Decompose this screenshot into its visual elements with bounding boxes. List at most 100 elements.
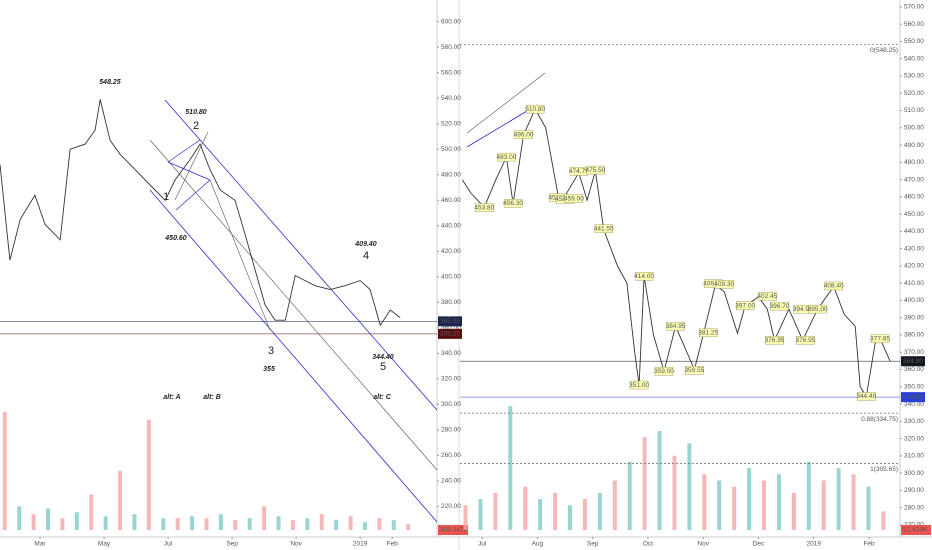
pivot-label: 402.45 xyxy=(757,293,777,300)
y-tick-label: 380.00 xyxy=(904,332,924,339)
y-tick-label: 570.00 xyxy=(904,4,924,11)
y-tick-label: 290.00 xyxy=(904,487,924,494)
volume-bar xyxy=(508,406,513,530)
volume-bar xyxy=(776,474,781,530)
pivot-label: 397.00 xyxy=(735,302,755,309)
y-tick-label: 420.00 xyxy=(441,248,461,255)
volume-bar xyxy=(305,518,310,530)
y-tick-label: 520.00 xyxy=(904,90,924,97)
volume-bar xyxy=(582,499,587,530)
pivot-box xyxy=(594,224,613,233)
volume-label: 52.428K xyxy=(903,527,928,534)
y-tick-label: 500.00 xyxy=(441,146,461,153)
pivot-label: 453.80 xyxy=(474,204,494,211)
volume-bar xyxy=(881,511,886,530)
pivot-label: 351.00 xyxy=(629,382,649,389)
pivot-box xyxy=(475,203,494,212)
annotation: 355 xyxy=(263,366,275,373)
volume-bar xyxy=(627,461,632,530)
pivot-label: 409.75 xyxy=(703,280,723,287)
x-tick-label: Feb xyxy=(863,541,875,548)
wave-label: 3 xyxy=(268,345,274,357)
pivot-box xyxy=(634,272,654,281)
x-tick-label: 2019 xyxy=(807,541,822,548)
y-tick-label: 330.00 xyxy=(904,418,924,425)
y-tick-label: 280.00 xyxy=(441,427,461,434)
y-tick-label: 480.00 xyxy=(904,159,924,166)
channel-line xyxy=(175,179,211,211)
wave-label: 1 xyxy=(163,191,169,203)
volume-bar xyxy=(523,486,528,530)
y-tick-label: 440.00 xyxy=(904,228,924,235)
y-tick-label: 560.00 xyxy=(441,69,461,76)
volume-bar xyxy=(118,470,123,530)
y-tick-label: 420.00 xyxy=(904,263,924,270)
volume-bar xyxy=(60,518,65,530)
pivot-box xyxy=(629,380,649,390)
x-tick-label: Mar xyxy=(34,541,46,548)
volume-bar xyxy=(747,468,752,530)
pivot-label: 395.00 xyxy=(808,306,828,313)
volume-label-box xyxy=(901,525,931,535)
volume-label-box xyxy=(438,525,468,535)
annotation: alt: A xyxy=(163,394,180,401)
y-tick-label: 480.00 xyxy=(441,171,461,178)
volume-bar xyxy=(762,480,767,530)
pivot-box xyxy=(666,322,685,331)
price-label-box xyxy=(438,316,462,327)
volume-bar xyxy=(334,520,339,530)
volume-bar xyxy=(276,516,281,530)
x-tick-label: 2019 xyxy=(353,541,368,548)
price-label-box xyxy=(901,392,925,403)
volume-bar xyxy=(851,474,856,530)
annotation: 409.40 xyxy=(354,241,377,248)
y-tick-label: 530.00 xyxy=(904,73,924,80)
pivot-label: 456.30 xyxy=(503,200,523,207)
pivot-box xyxy=(758,292,777,301)
y-tick-label: 580.00 xyxy=(441,44,461,51)
x-tick-label: Aug xyxy=(532,541,544,548)
y-tick-label: 320.00 xyxy=(441,376,461,383)
x-tick-label: Dec xyxy=(753,541,765,548)
price-label: 355.25 xyxy=(440,331,460,338)
volume-bar xyxy=(161,518,166,530)
y-tick-label: 520.00 xyxy=(441,120,461,127)
volume-bar xyxy=(463,505,468,530)
y-tick-label: 340.00 xyxy=(441,350,461,357)
volume-bar xyxy=(478,499,483,530)
volume-bar xyxy=(89,494,94,530)
x-tick-label: Nov xyxy=(697,541,709,548)
y-tick-label: 260.00 xyxy=(441,452,461,459)
annotation: alt: B xyxy=(203,394,221,401)
volume-bar xyxy=(103,516,108,530)
pivot-box xyxy=(586,165,605,175)
volume-label: 308.347K xyxy=(440,527,468,534)
x-tick-label: Oct xyxy=(643,541,653,548)
pivot-label: 384.95 xyxy=(666,323,686,330)
pivot-box xyxy=(824,281,843,291)
price-label: 344.00 xyxy=(903,394,923,401)
volume-bar xyxy=(262,506,267,530)
channel-line xyxy=(167,139,201,163)
volume-bar xyxy=(391,520,396,530)
y-tick-label: 300.00 xyxy=(904,470,924,477)
channel-line xyxy=(149,139,438,471)
volume-bar xyxy=(2,411,7,530)
pivot-label: 475.50 xyxy=(585,167,605,174)
y-tick-label: 300.00 xyxy=(441,401,461,408)
trend-line xyxy=(466,72,546,134)
volume-bar xyxy=(406,524,411,530)
y-tick-label: 220.00 xyxy=(441,503,461,510)
pivot-box xyxy=(770,301,789,311)
pivot-label: 409.30 xyxy=(714,281,734,288)
y-tick-label: 460.00 xyxy=(441,197,461,204)
pivot-box xyxy=(514,130,533,139)
volume-bar xyxy=(233,520,238,530)
volume-bar xyxy=(806,461,811,530)
pivot-label: 376.95 xyxy=(765,337,785,344)
x-tick-label: Nov xyxy=(290,541,302,548)
annotation: alt: C xyxy=(373,394,391,401)
volume-bar xyxy=(687,443,692,530)
pivot-box xyxy=(857,392,876,401)
annotation: 548.25 xyxy=(99,79,121,86)
